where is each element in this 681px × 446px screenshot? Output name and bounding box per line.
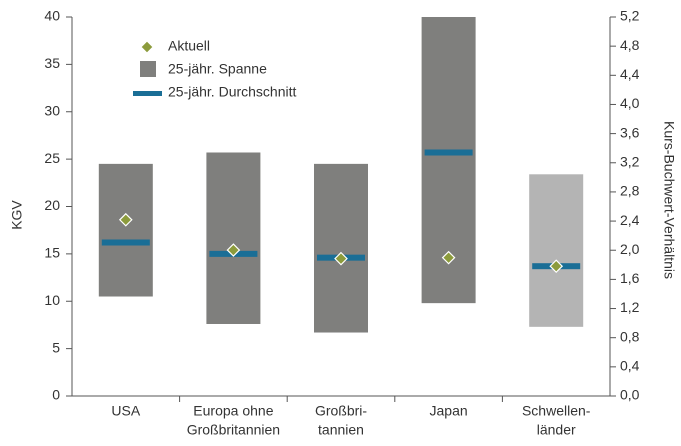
y-tick-label: 40 [44,8,60,24]
x-tick-label: Europa ohne [193,403,273,419]
legend-label: Aktuell [168,38,210,54]
current-marker [549,259,564,274]
y2-tick-label: 3,2 [620,153,640,169]
y2-tick-label: 2,0 [620,241,640,257]
y-tick-label: 25 [44,150,60,166]
current-marker [226,243,241,257]
x-tick-label: Schwellen- [522,403,591,419]
y2-tick-label: 5,2 [620,8,640,24]
y2-tick-label: 2,8 [620,183,640,199]
y2-tick-label: 0,4 [620,358,640,374]
x-tick-label: USA [111,403,140,419]
y2-tick-label: 2,4 [620,212,640,228]
y2-tick-label: 1,2 [620,299,640,315]
average-bar [101,239,150,246]
range-bar [314,163,368,333]
legend-label: 25-jähr. Durchschnitt [168,84,297,100]
y-tick-label: 20 [44,197,60,213]
range-bar [206,152,261,324]
y-tick-label: 5 [52,339,60,355]
y2-tick-label: 0,0 [620,387,640,403]
y2-tick-label: 0,8 [620,328,640,344]
x-tick-label: Großbri- [315,403,367,419]
legend-marker [133,91,162,96]
y2-tick-label: 4,0 [620,95,640,111]
x-tick-label: länder [537,422,576,438]
range-bar [529,174,584,327]
y-tick-label: 15 [44,245,60,261]
legend-marker [140,40,154,54]
y-tick-label: 35 [44,55,60,71]
y2-tick-label: 4,8 [620,37,640,53]
legend-label: 25-jähr. Spanne [168,61,267,77]
current-marker [118,212,133,227]
x-tick-label: Großbritannien [187,422,280,438]
average-bar [424,149,473,156]
y-axis-label: KGV [9,200,25,230]
y-tick-label: 10 [44,292,60,308]
x-tick-label: tannien [318,422,364,438]
y2-tick-label: 1,6 [620,270,640,286]
legend-marker [140,61,156,77]
y2-tick-label: 4,4 [620,66,640,82]
current-marker [441,250,456,265]
y2-tick-label: 3,6 [620,124,640,140]
range-bar [98,163,153,297]
y-tick-label: 30 [44,102,60,118]
current-marker [334,251,348,266]
y2-axis-label: Kurs-Buchwert-Verhältnis [661,121,677,279]
y-tick-label: 0 [52,387,60,403]
x-tick-label: Japan [430,403,468,419]
